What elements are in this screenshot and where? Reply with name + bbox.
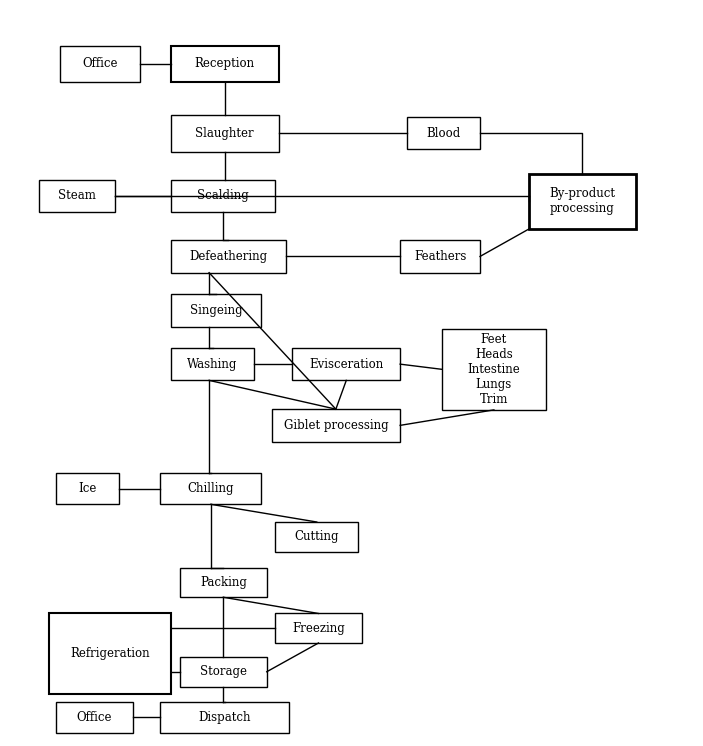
Text: Blood: Blood [427, 127, 460, 140]
Bar [292, 348, 400, 380]
Text: Ice: Ice [78, 483, 97, 495]
Text: Office: Office [82, 57, 117, 70]
Text: Scalding: Scalding [197, 189, 249, 202]
Text: Defeathering: Defeathering [189, 250, 267, 263]
Bar [171, 348, 254, 380]
Bar [171, 240, 285, 273]
Bar [171, 46, 278, 81]
Bar [56, 702, 133, 733]
Bar [529, 174, 636, 229]
Text: Refrigeration: Refrigeration [70, 647, 150, 659]
Text: Feathers: Feathers [414, 250, 466, 263]
Bar [275, 522, 359, 551]
Bar [407, 117, 480, 149]
Text: Slaughter: Slaughter [195, 127, 254, 140]
Bar [39, 180, 115, 212]
Text: Washing: Washing [188, 357, 238, 371]
Bar [271, 409, 400, 442]
Text: Steam: Steam [58, 189, 96, 202]
Bar [275, 613, 362, 643]
Bar [56, 473, 119, 504]
Bar [171, 180, 275, 212]
Text: Reception: Reception [195, 57, 254, 70]
Bar [60, 46, 140, 81]
Text: By-product
processing: By-product processing [550, 187, 616, 216]
Text: Cutting: Cutting [295, 530, 339, 543]
Text: Storage: Storage [200, 665, 247, 678]
Text: Evisceration: Evisceration [309, 357, 383, 371]
Text: Feet
Heads
Intestine
Lungs
Trim: Feet Heads Intestine Lungs Trim [467, 333, 520, 406]
Text: Singeing: Singeing [190, 304, 243, 317]
Text: Chilling: Chilling [188, 483, 234, 495]
Bar [400, 240, 480, 273]
Text: Giblet processing: Giblet processing [283, 419, 388, 432]
Text: Office: Office [77, 711, 112, 724]
Bar [49, 612, 171, 694]
Bar [441, 329, 546, 410]
Bar [180, 568, 266, 598]
Bar [160, 473, 262, 504]
Bar [180, 657, 266, 686]
Text: Dispatch: Dispatch [198, 711, 251, 724]
Bar [160, 702, 289, 733]
Text: Freezing: Freezing [292, 621, 345, 635]
Bar [171, 115, 278, 151]
Text: Packing: Packing [200, 576, 247, 589]
Bar [171, 294, 262, 327]
